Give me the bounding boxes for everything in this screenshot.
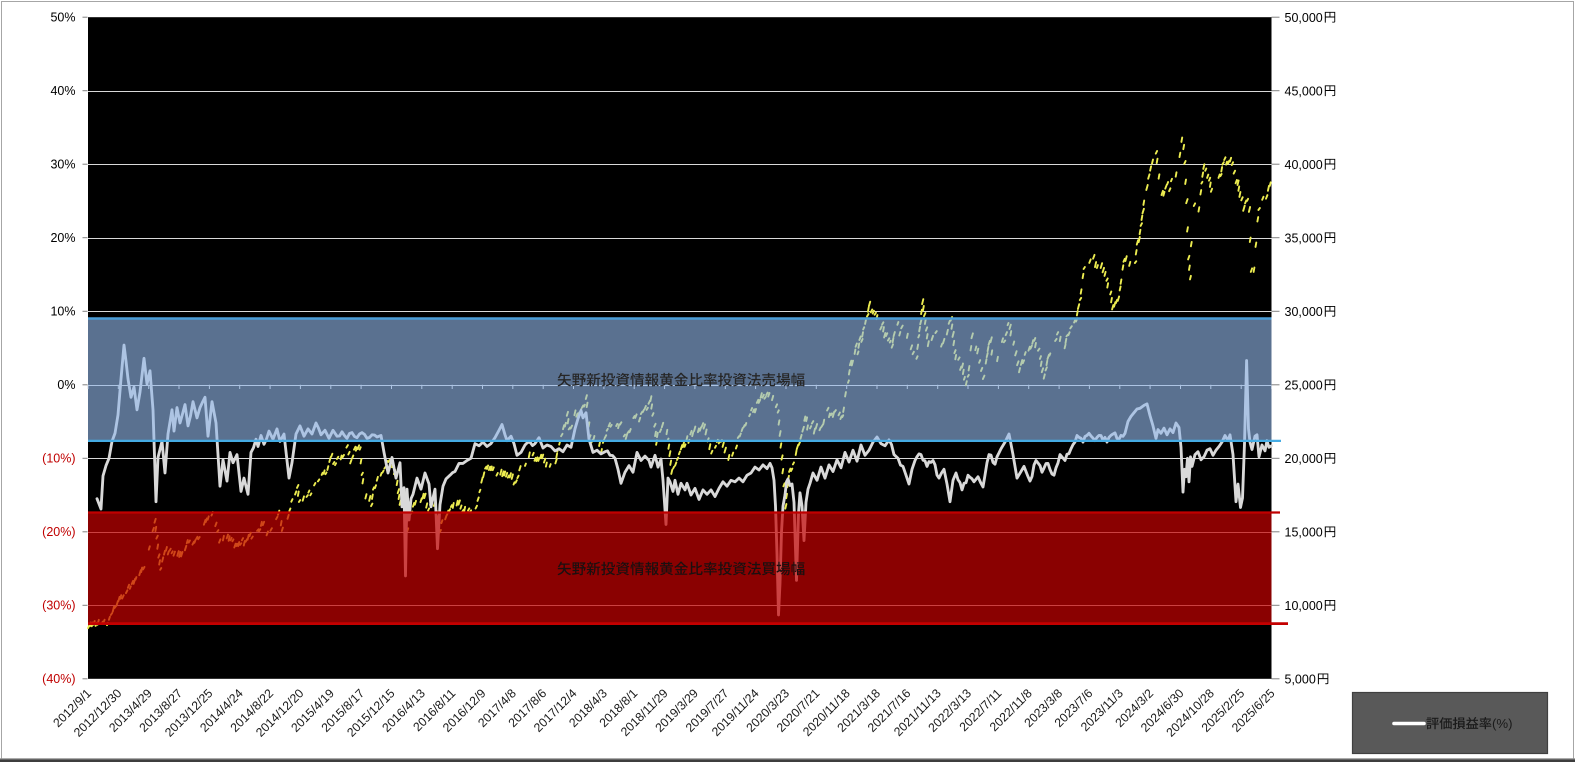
- svg-text:(10%): (10%): [42, 452, 75, 466]
- svg-text:20,000: 20,000: [1285, 452, 1323, 466]
- svg-text:30%: 30%: [50, 158, 75, 172]
- svg-text:(30%): (30%): [42, 599, 75, 613]
- svg-text:0%: 0%: [57, 378, 75, 392]
- svg-text:(20%): (20%): [42, 525, 75, 539]
- svg-text:40%: 40%: [50, 84, 75, 98]
- svg-text:5,000: 5,000: [1285, 672, 1316, 686]
- svg-text:35,000: 35,000: [1285, 231, 1323, 245]
- svg-text:50%: 50%: [50, 11, 75, 25]
- svg-text:40,000: 40,000: [1285, 158, 1323, 172]
- svg-text:30,000: 30,000: [1285, 305, 1323, 319]
- svg-text:10,000: 10,000: [1285, 599, 1323, 613]
- svg-text:15,000: 15,000: [1285, 525, 1323, 539]
- svg-text:20%: 20%: [50, 231, 75, 245]
- svg-text:45,000: 45,000: [1285, 84, 1323, 98]
- svg-text:10%: 10%: [50, 305, 75, 319]
- svg-text:50,000: 50,000: [1285, 11, 1323, 25]
- svg-text:25,000: 25,000: [1285, 378, 1323, 392]
- svg-text:(%): (%): [1492, 716, 1513, 731]
- svg-text:(40%): (40%): [42, 672, 75, 686]
